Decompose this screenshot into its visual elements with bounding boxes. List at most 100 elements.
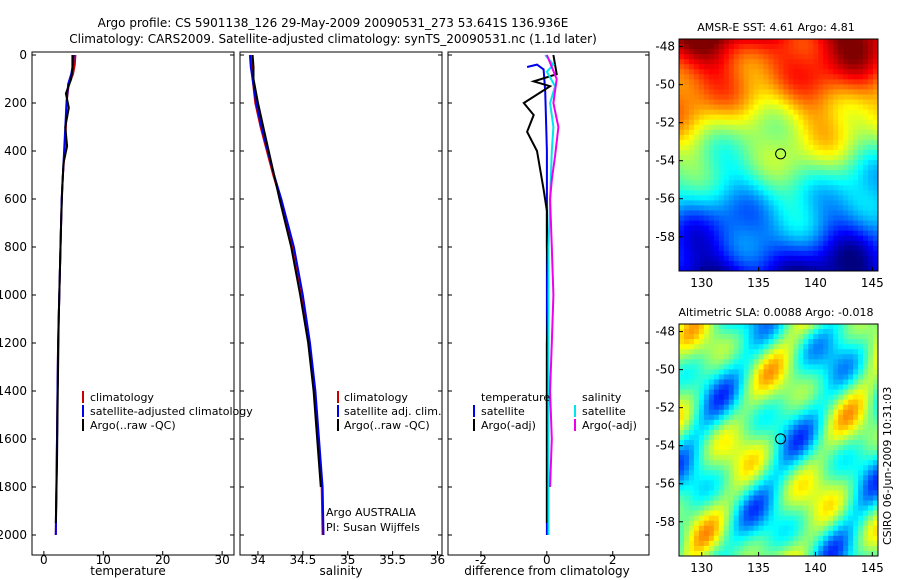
map-cell bbox=[738, 394, 745, 401]
map-cell bbox=[858, 44, 864, 50]
map-cell bbox=[679, 465, 685, 471]
sst-map-axes bbox=[678, 38, 879, 272]
map-cell bbox=[783, 250, 789, 257]
map-cell bbox=[698, 344, 705, 350]
map-cell bbox=[728, 394, 735, 401]
map-cell bbox=[728, 404, 735, 411]
map-cell bbox=[833, 510, 839, 517]
map-cell bbox=[723, 165, 730, 171]
map-cell bbox=[823, 450, 829, 456]
map-cell bbox=[743, 124, 750, 131]
map-cell bbox=[813, 465, 819, 471]
map-cell bbox=[738, 369, 745, 375]
map-cell bbox=[738, 139, 745, 146]
map-cell bbox=[818, 134, 824, 141]
map-cell bbox=[778, 240, 784, 247]
map-cell bbox=[818, 409, 824, 416]
map-cell bbox=[763, 349, 769, 355]
map-cell bbox=[763, 329, 769, 335]
map-cell bbox=[753, 64, 760, 70]
map-cell bbox=[828, 324, 834, 330]
map-cell bbox=[793, 429, 799, 436]
map-cell bbox=[848, 255, 854, 262]
map-cell bbox=[838, 240, 844, 247]
map-cell bbox=[773, 450, 779, 456]
map-cell bbox=[868, 54, 874, 60]
map-cell bbox=[723, 245, 730, 252]
map-cell bbox=[868, 535, 874, 542]
map-cell bbox=[688, 429, 695, 436]
map-cell bbox=[873, 170, 879, 176]
map-cell bbox=[833, 545, 839, 552]
map-cell bbox=[848, 324, 854, 330]
map-cell bbox=[798, 245, 804, 252]
map-cell bbox=[698, 399, 705, 406]
map-cell bbox=[743, 445, 750, 451]
map-cell bbox=[828, 215, 834, 221]
map-cell bbox=[858, 84, 864, 90]
map-x-tick-label: 140 bbox=[804, 276, 827, 290]
map-cell bbox=[798, 525, 804, 532]
map-cell bbox=[778, 465, 784, 471]
map-cell bbox=[868, 399, 874, 406]
map-cell bbox=[728, 429, 735, 436]
map-cell bbox=[758, 394, 764, 401]
map-cell bbox=[823, 414, 829, 421]
map-cell bbox=[793, 344, 799, 350]
map-cell bbox=[698, 394, 705, 401]
map-cell bbox=[743, 119, 750, 126]
map-cell bbox=[788, 94, 794, 100]
map-cell bbox=[773, 94, 779, 100]
map-cell bbox=[813, 480, 819, 486]
map-cell bbox=[843, 230, 849, 237]
map-cell bbox=[848, 215, 854, 221]
map-cell bbox=[818, 200, 824, 206]
map-cell bbox=[833, 149, 839, 156]
map-cell bbox=[723, 200, 730, 206]
map-cell bbox=[703, 240, 710, 247]
map-cell bbox=[783, 89, 789, 95]
map-cell bbox=[793, 185, 799, 191]
map-cell bbox=[763, 210, 769, 216]
map-cell bbox=[828, 445, 834, 451]
map-cell bbox=[858, 404, 864, 411]
map-cell bbox=[828, 180, 834, 186]
map-cell bbox=[858, 39, 864, 45]
map-cell bbox=[703, 160, 710, 166]
map-cell bbox=[808, 155, 814, 161]
map-cell bbox=[768, 349, 774, 355]
map-cell bbox=[718, 170, 725, 176]
map-cell bbox=[808, 260, 814, 267]
map-cell bbox=[788, 480, 794, 486]
map-cell bbox=[718, 429, 725, 436]
map-cell bbox=[718, 480, 725, 486]
map-cell bbox=[728, 450, 735, 456]
map-cell bbox=[688, 74, 695, 80]
map-cell bbox=[688, 500, 695, 506]
map-cell bbox=[763, 265, 769, 272]
map-cell bbox=[713, 180, 720, 186]
map-cell bbox=[868, 470, 874, 476]
map-cell bbox=[698, 354, 705, 360]
map-cell bbox=[753, 250, 760, 257]
map-cell bbox=[753, 215, 760, 221]
map-cell bbox=[803, 424, 809, 431]
map-cell bbox=[693, 505, 700, 512]
map-cell bbox=[788, 510, 794, 517]
series-line bbox=[545, 54, 560, 488]
map-cell bbox=[768, 445, 774, 451]
map-cell bbox=[788, 460, 794, 466]
map-cell bbox=[783, 515, 789, 522]
map-cell bbox=[853, 119, 859, 126]
map-cell bbox=[693, 260, 700, 267]
map-cell bbox=[783, 175, 789, 181]
map-cell bbox=[803, 200, 809, 206]
map-cell bbox=[718, 175, 725, 181]
map-cell bbox=[843, 329, 849, 335]
map-cell bbox=[738, 230, 745, 237]
map-cell bbox=[708, 334, 715, 340]
map-cell bbox=[703, 429, 710, 436]
map-cell bbox=[698, 170, 705, 176]
map-cell bbox=[728, 205, 735, 211]
map-cell bbox=[683, 374, 690, 380]
